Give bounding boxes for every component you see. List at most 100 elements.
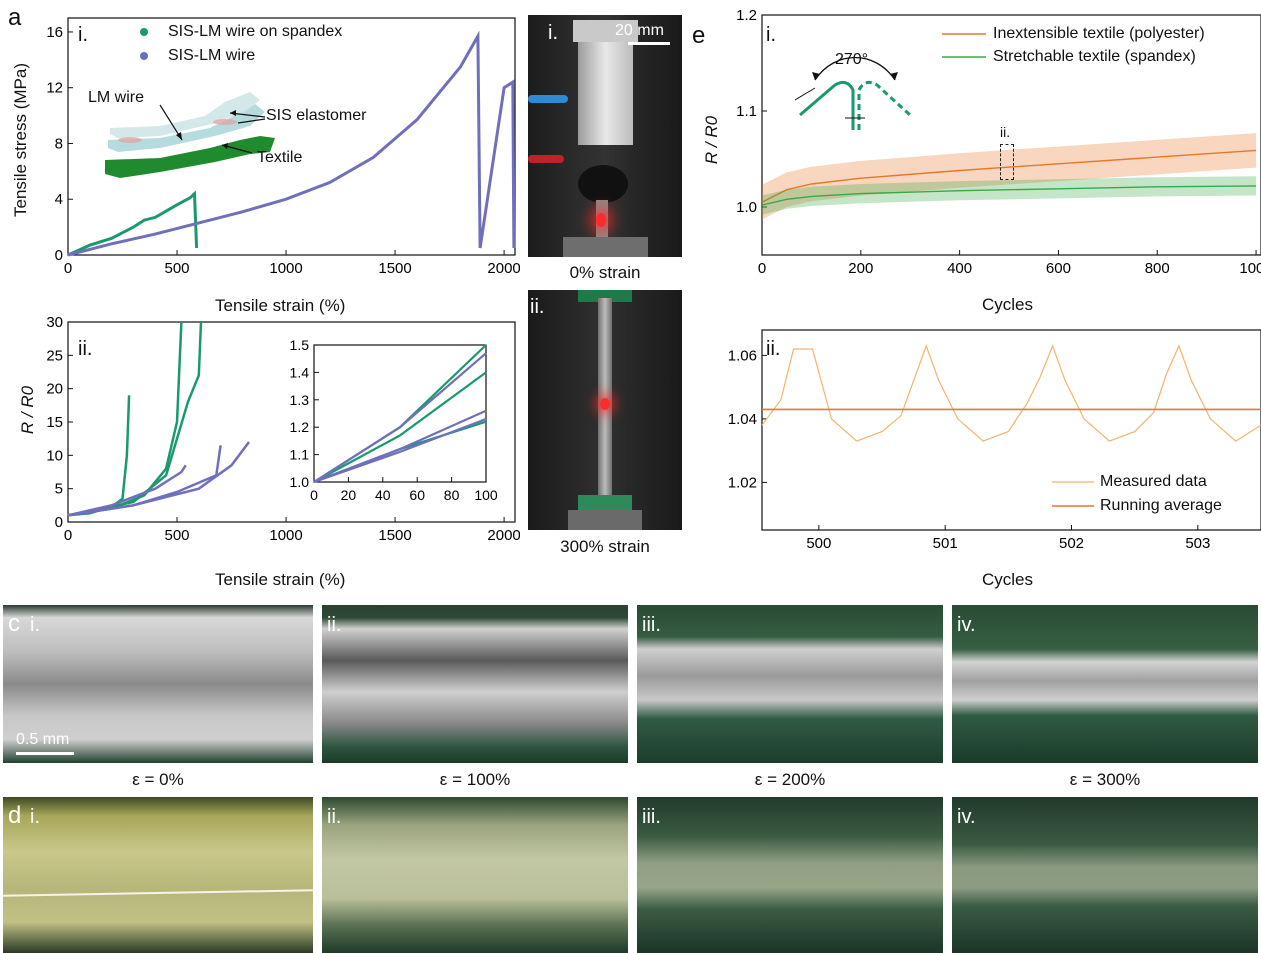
legend-label-polyester: Inextensible textile (polyester) — [993, 25, 1205, 42]
plot-frame — [761, 14, 1261, 256]
legend-label-average: Running average — [1100, 497, 1222, 514]
x-tick-label: 80 — [444, 487, 460, 503]
series-line — [313, 352, 487, 483]
legend-marker-wire — [140, 52, 148, 60]
x-tick-label: 200 — [848, 260, 873, 277]
x-tick-label: 100 — [474, 487, 498, 503]
x-tick-label: 502 — [1059, 535, 1084, 552]
subpanel-label-b-i: i. — [548, 22, 558, 44]
x-tick-label: 2000 — [487, 527, 520, 544]
series-line — [67, 395, 131, 517]
x-tick-label: 800 — [1145, 260, 1170, 277]
label-textile: Textile — [257, 149, 303, 166]
legend-label-wire: SIS-LM wire — [168, 47, 256, 64]
resistance-inset-chart: 0 20 40 60 80 100 1.0 1.1 1.2 1.3 1.4 1.5 — [290, 337, 498, 503]
y-tick-label: 4 — [55, 191, 63, 208]
x-tick-label: 20 — [341, 487, 357, 503]
micrograph-c-ii — [322, 605, 628, 763]
series-line — [313, 417, 487, 484]
series-band — [762, 133, 1257, 220]
subpanel-label-d-ii: ii. — [327, 806, 342, 828]
series-line — [761, 344, 1261, 442]
subpanel-label-a-i: i. — [78, 24, 88, 46]
legend-lines-e-ii — [1052, 481, 1094, 507]
y-tick-label: 0 — [55, 247, 63, 264]
zoom-region-box — [1000, 144, 1014, 180]
series-band — [762, 176, 1257, 215]
x-tick-label: 500 — [165, 527, 190, 544]
series-line — [313, 371, 487, 483]
y-tick-label: 20 — [46, 381, 63, 398]
x-tick-label: 400 — [947, 260, 972, 277]
photo-b-i — [528, 15, 682, 257]
y-tick-label: 1.0 — [290, 474, 310, 490]
series-line — [67, 445, 222, 517]
stress-strain-chart: 0 500 1000 1500 2000 0 4 8 12 16 — [46, 17, 520, 277]
y-tick-label: 30 — [46, 314, 63, 331]
y-tick-label: 12 — [46, 80, 63, 97]
series-line — [761, 149, 1257, 203]
x-axis-title-e-i: Cycles — [982, 295, 1034, 314]
series-line — [761, 185, 1257, 206]
x-axis-title-a-i: Tensile strain (%) — [215, 296, 346, 315]
label-lm-wire: LM wire — [88, 89, 145, 106]
cycling-detail-chart: 500 501 502 503 1.02 1.04 1.06 — [728, 329, 1261, 552]
inset-tag-label: ii. — [1000, 124, 1011, 140]
legend-lines-e-i — [942, 33, 986, 58]
micrograph-c-iii — [637, 605, 943, 763]
series-line — [67, 464, 187, 517]
y-axis-title-a-ii: R / R0 — [18, 385, 38, 435]
x-tick-label: 0 — [64, 527, 72, 544]
y-tick-label: 16 — [46, 24, 63, 41]
legend-label-spandex: SIS-LM wire on spandex — [168, 23, 343, 40]
y-tick-label: 1.0 — [736, 199, 757, 216]
series-line — [67, 30, 516, 257]
subpanel-label-e-ii: ii. — [766, 338, 781, 360]
subpanel-label-a-ii: ii. — [78, 338, 93, 360]
y-tick-label: 8 — [55, 135, 63, 152]
y-tick-label: 1.02 — [728, 474, 757, 491]
series-line — [67, 190, 199, 257]
optical-d-iii — [637, 797, 943, 953]
micrograph-c-i — [3, 605, 313, 763]
subpanel-label-c-iv: iv. — [957, 614, 976, 636]
y-tick-label: 0 — [55, 514, 63, 531]
x-tick-label: 1500 — [378, 260, 411, 277]
schematic-arrows — [159, 104, 266, 154]
bend-angle-label: 270° — [835, 51, 869, 68]
x-tick-label: 0 — [64, 260, 72, 277]
panel-label-a: a — [8, 4, 22, 31]
y-tick-label: 1.5 — [290, 337, 310, 353]
y-tick-label: 1.2 — [736, 7, 757, 24]
x-tick-label: 60 — [409, 487, 425, 503]
x-tick-label: 500 — [165, 260, 190, 277]
scale-bar-label-b: 20 mm — [615, 22, 664, 39]
legend-markers — [140, 28, 148, 60]
strain-caption-300: ε = 300% — [1069, 770, 1141, 789]
optical-d-ii — [322, 797, 628, 953]
plot-frame — [761, 329, 1261, 531]
x-tick-label: 40 — [375, 487, 391, 503]
x-tick-label: 1500 — [378, 527, 411, 544]
y-tick-label: 1.04 — [728, 411, 757, 428]
x-tick-label: 501 — [933, 535, 958, 552]
subpanel-label-d-i: i. — [30, 806, 40, 828]
x-tick-label: 2000 — [487, 260, 520, 277]
series-line — [67, 321, 203, 517]
subpanel-label-c-iii: iii. — [642, 614, 661, 636]
y-tick-label: 1.4 — [290, 364, 310, 380]
strain-caption-0: ε = 0% — [132, 770, 184, 789]
micrograph-c-iv — [952, 605, 1258, 763]
x-tick-label: 0 — [758, 260, 766, 277]
legend-label-measured: Measured data — [1100, 473, 1207, 490]
x-tick-label: 1000 — [269, 260, 302, 277]
y-tick-label: 5 — [55, 481, 63, 498]
subpanel-label-c-ii: ii. — [327, 614, 342, 636]
panel-label-d: d — [8, 802, 22, 829]
caption-b-ii: 300% strain — [560, 537, 650, 556]
x-tick-label: 1000 — [1239, 260, 1261, 277]
scale-bar-b — [628, 42, 670, 45]
panel-label-e: e — [692, 22, 706, 49]
y-tick-label: 25 — [46, 347, 63, 364]
subpanel-label-d-iv: iv. — [957, 806, 976, 828]
